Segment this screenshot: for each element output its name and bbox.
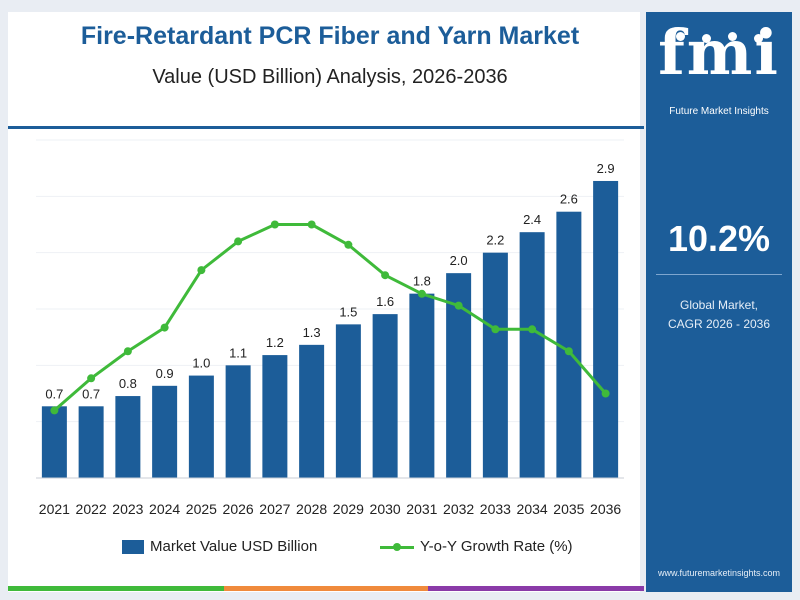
bar-2025: [188, 375, 214, 478]
growth-point-2021: [50, 406, 59, 415]
growth-point-2028: [307, 220, 316, 229]
growth-point-2036: [601, 389, 610, 398]
x-tick-label: 2032: [443, 501, 474, 517]
growth-point-2026: [234, 237, 243, 246]
chart-subtitle: Value (USD Billion) Analysis, 2026-2036: [152, 66, 508, 88]
brand-logo: fmi: [658, 16, 780, 89]
cagr-caption: Global Market, CAGR 2026 - 2036: [646, 296, 792, 334]
bar-2022: [78, 406, 104, 478]
bar-2034: [519, 232, 545, 478]
legend-label-growth-rate: Y-o-Y Growth Rate (%): [420, 538, 573, 555]
bar-2027: [262, 355, 288, 478]
chart-title: Fire-Retardant PCR Fiber and Yarn Market: [80, 22, 580, 50]
growth-rate-line: [53, 223, 607, 412]
legend-line-swatch: [380, 540, 414, 554]
bar-value-label: 0.7: [45, 386, 63, 401]
bar-2031: [409, 293, 435, 478]
cagr-caption-line1: Global Market,: [679, 298, 759, 312]
bar-value-label: 1.3: [303, 325, 321, 340]
bar-2036: [593, 180, 619, 478]
growth-point-2030: [381, 271, 390, 280]
growth-point-2034: [528, 325, 537, 334]
bar-2033: [482, 252, 508, 478]
growth-point-2025: [197, 266, 206, 275]
side-panel: fmi Future Market Insights 10.2% Global …: [646, 12, 792, 592]
growth-point-2032: [454, 301, 463, 310]
legend-bar-swatch: [122, 539, 144, 554]
x-tick-label: 2025: [186, 501, 217, 517]
bar-value-label: 2.0: [450, 253, 468, 268]
x-tick-label: 2036: [590, 501, 621, 517]
bar-value-label: 0.8: [119, 376, 137, 391]
x-tick-label: 2028: [296, 501, 327, 517]
x-tick-label: 2023: [112, 501, 143, 517]
bar-value-label: 1.1: [229, 345, 247, 360]
kpi-divider: [656, 274, 782, 275]
bar-2021: [41, 406, 67, 478]
bar-value-label: 0.9: [156, 366, 174, 381]
brand-tagline: Future Market Insights: [669, 106, 769, 117]
legend-label-market-value: Market Value USD Billion: [150, 538, 318, 555]
bar-value-label: 2.6: [560, 192, 578, 207]
x-tick-label: 2033: [480, 501, 511, 517]
legend-item-growth-rate: Y-o-Y Growth Rate (%): [380, 538, 573, 555]
x-tick-label: 2026: [223, 501, 254, 517]
x-tick-label: 2034: [517, 501, 548, 517]
growth-point-2022: [87, 374, 96, 383]
chart-plot: 0.7 2021 0.7 2022 0.8 2023 0.9 2024 1.0 2025 1.1 20…: [36, 139, 624, 517]
growth-point-2024: [160, 323, 169, 332]
cagr-caption-line2: CAGR 2026 - 2036: [667, 317, 771, 331]
growth-point-2035: [564, 347, 573, 356]
growth-point-2031: [417, 289, 426, 298]
bar-value-label: 2.4: [523, 212, 541, 227]
bar-2023: [115, 396, 141, 478]
bar-value-label: 2.9: [597, 161, 615, 176]
chart-legend: Market Value USD Billion Y-o-Y Growth Ra…: [0, 538, 660, 562]
website-link[interactable]: www.futuremarketinsights.com: [657, 568, 781, 578]
x-tick-label: 2031: [406, 501, 437, 517]
title-divider: [8, 126, 644, 129]
legend-item-market-value: Market Value USD Billion: [122, 538, 317, 555]
bar-2026: [225, 365, 251, 478]
x-tick-label: 2030: [370, 501, 401, 517]
growth-point-2029: [344, 240, 353, 249]
bar-value-label: 0.7: [82, 386, 100, 401]
bar-value-label: 2.2: [486, 233, 504, 248]
x-tick-label: 2022: [76, 501, 107, 517]
bar-value-label: 1.0: [192, 356, 210, 371]
x-tick-label: 2027: [259, 501, 290, 517]
bar-2024: [152, 385, 178, 478]
logo-figures-icon: [646, 32, 792, 52]
bar-2029: [335, 324, 361, 478]
bar-value-label: 1.5: [339, 304, 357, 319]
x-tick-label: 2035: [553, 501, 584, 517]
x-tick-label: 2029: [333, 501, 364, 517]
growth-point-2033: [491, 325, 500, 334]
growth-point-2023: [123, 347, 132, 356]
cagr-value: 10.2%: [667, 218, 771, 259]
bar-value-label: 1.6: [376, 294, 394, 309]
bottom-color-stripe: [8, 586, 644, 591]
bar-2030: [372, 314, 398, 478]
growth-point-2027: [270, 220, 279, 229]
x-tick-label: 2024: [149, 501, 180, 517]
bar-value-label: 1.2: [266, 335, 284, 350]
bar-2028: [299, 344, 325, 478]
bar-value-label: 1.8: [413, 274, 431, 289]
x-tick-label: 2021: [39, 501, 70, 517]
